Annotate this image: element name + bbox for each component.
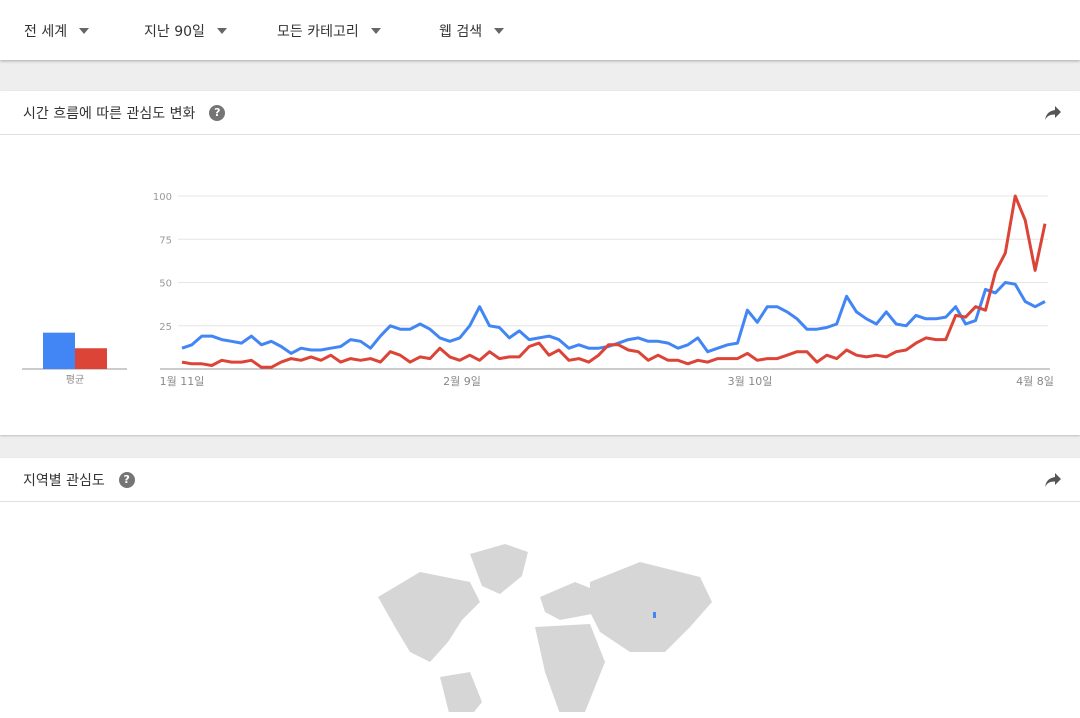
- search-type-filter-label: 웹 검색: [439, 24, 483, 40]
- world-map[interactable]: [0, 502, 1080, 712]
- map-north-america: [378, 572, 480, 662]
- average-label: 평균: [66, 374, 84, 386]
- map-asia: [590, 562, 712, 652]
- map-south-america: [440, 672, 482, 712]
- search-type-filter-dropdown[interactable]: 웹 검색: [439, 21, 505, 41]
- map-africa: [535, 624, 605, 712]
- caret-down-icon: [216, 28, 227, 34]
- y-tick-label: 75: [159, 235, 172, 246]
- region-filter-dropdown[interactable]: 전 세계: [24, 21, 90, 41]
- y-tick-label: 100: [153, 192, 172, 203]
- card-title: 지역별 관심도: [23, 472, 105, 489]
- average-bar: [75, 348, 107, 369]
- map-europe: [540, 582, 600, 620]
- question-circle-icon[interactable]: ?: [118, 471, 135, 488]
- time-filter-dropdown[interactable]: 지난 90일: [144, 21, 227, 41]
- filter-bar: 전 세계 지난 90일 모든 카테고리 웹 검색: [0, 0, 1080, 60]
- question-circle-icon[interactable]: ?: [209, 104, 226, 121]
- share-arrow-icon[interactable]: [1044, 105, 1062, 121]
- share-arrow-icon[interactable]: [1044, 472, 1062, 488]
- map-greenland: [470, 544, 528, 594]
- series-line-2: [181, 194, 1047, 369]
- map-highlight-region: [653, 612, 656, 618]
- interest-by-region-card: 지역별 관심도 ?: [0, 458, 1080, 718]
- region-filter-label: 전 세계: [24, 24, 68, 40]
- x-tick-label: 2월 9일: [443, 374, 481, 388]
- y-tick-label: 50: [159, 279, 172, 290]
- time-filter-label: 지난 90일: [144, 24, 205, 40]
- x-tick-label: 4월 8일: [1016, 374, 1054, 388]
- caret-down-icon: [494, 28, 505, 34]
- category-filter-dropdown[interactable]: 모든 카테고리: [277, 21, 381, 41]
- caret-down-icon: [79, 28, 90, 34]
- interest-over-time-card: 시간 흐름에 따른 관심도 변화 ? 100 75 50 25 1월 11일 2월 9일 3…: [0, 91, 1080, 435]
- category-filter-label: 모든 카테고리: [277, 24, 359, 40]
- average-bar: [43, 332, 75, 369]
- y-tick-label: 25: [159, 322, 172, 333]
- interest-line-chart: 100 75 50 25 1월 11일 2월 9일 3월 10일 4월 8일 평균: [22, 192, 1054, 388]
- card-header: 시간 흐름에 따른 관심도 변화 ?: [0, 91, 1080, 135]
- x-tick-label: 3월 10일: [728, 374, 773, 388]
- card-title: 시간 흐름에 따른 관심도 변화: [23, 105, 196, 122]
- card-header: 지역별 관심도 ?: [0, 458, 1080, 502]
- x-tick-label: 1월 11일: [160, 374, 205, 388]
- caret-down-icon: [370, 28, 381, 34]
